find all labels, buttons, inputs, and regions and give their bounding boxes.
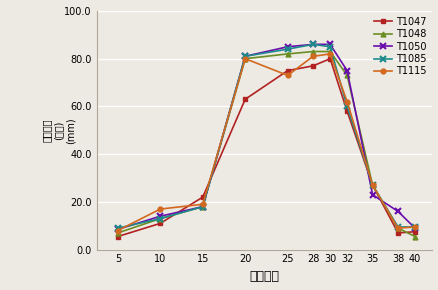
T1048 <box>242 57 247 60</box>
T1047 <box>284 69 290 72</box>
T1115 <box>310 55 315 58</box>
Line: T1085: T1085 <box>114 41 417 232</box>
T1115 <box>242 57 247 60</box>
T1085 <box>200 205 205 209</box>
T1048 <box>344 74 349 77</box>
T1048 <box>310 50 315 53</box>
T1050 <box>115 228 120 231</box>
T1047 <box>395 231 400 235</box>
T1048 <box>411 235 417 238</box>
Y-axis label: 균사직경
(설정)
(mm): 균사직경 (설정) (mm) <box>42 117 75 144</box>
T1085 <box>327 45 332 48</box>
T1048 <box>157 217 162 220</box>
T1050 <box>284 45 290 48</box>
T1050 <box>411 226 417 230</box>
T1115 <box>327 52 332 56</box>
T1085 <box>157 217 162 220</box>
T1085 <box>242 55 247 58</box>
T1048 <box>284 52 290 56</box>
T1048 <box>115 231 120 235</box>
T1050 <box>395 210 400 213</box>
T1047 <box>411 230 417 233</box>
T1115 <box>115 229 120 232</box>
Legend: T1047, T1048, T1050, T1085, T1115: T1047, T1048, T1050, T1085, T1115 <box>372 16 426 77</box>
T1085 <box>395 225 400 229</box>
T1048 <box>369 184 374 187</box>
X-axis label: 배양온도: 배양온도 <box>249 270 279 283</box>
Line: T1050: T1050 <box>114 41 417 233</box>
T1085 <box>411 225 417 229</box>
T1048 <box>200 205 205 209</box>
T1115 <box>344 100 349 104</box>
T1085 <box>310 43 315 46</box>
T1047 <box>115 235 120 238</box>
T1047 <box>157 222 162 225</box>
T1085 <box>369 184 374 187</box>
T1048 <box>327 50 332 53</box>
T1085 <box>284 47 290 51</box>
T1115 <box>369 184 374 187</box>
Line: T1115: T1115 <box>115 52 417 233</box>
Line: T1047: T1047 <box>115 56 417 239</box>
T1047 <box>200 195 205 199</box>
T1048 <box>395 226 400 230</box>
T1050 <box>157 215 162 218</box>
T1115 <box>411 225 417 229</box>
T1115 <box>200 202 205 206</box>
Line: T1048: T1048 <box>115 49 417 239</box>
T1047 <box>369 184 374 187</box>
T1047 <box>310 64 315 68</box>
T1085 <box>344 105 349 108</box>
T1050 <box>327 43 332 46</box>
T1047 <box>344 109 349 113</box>
T1115 <box>395 226 400 230</box>
T1047 <box>327 57 332 60</box>
T1050 <box>200 205 205 209</box>
T1050 <box>310 43 315 46</box>
T1047 <box>242 97 247 101</box>
T1115 <box>284 74 290 77</box>
T1085 <box>115 226 120 230</box>
T1115 <box>157 207 162 211</box>
T1050 <box>369 193 374 197</box>
T1050 <box>242 55 247 58</box>
T1050 <box>344 69 349 72</box>
